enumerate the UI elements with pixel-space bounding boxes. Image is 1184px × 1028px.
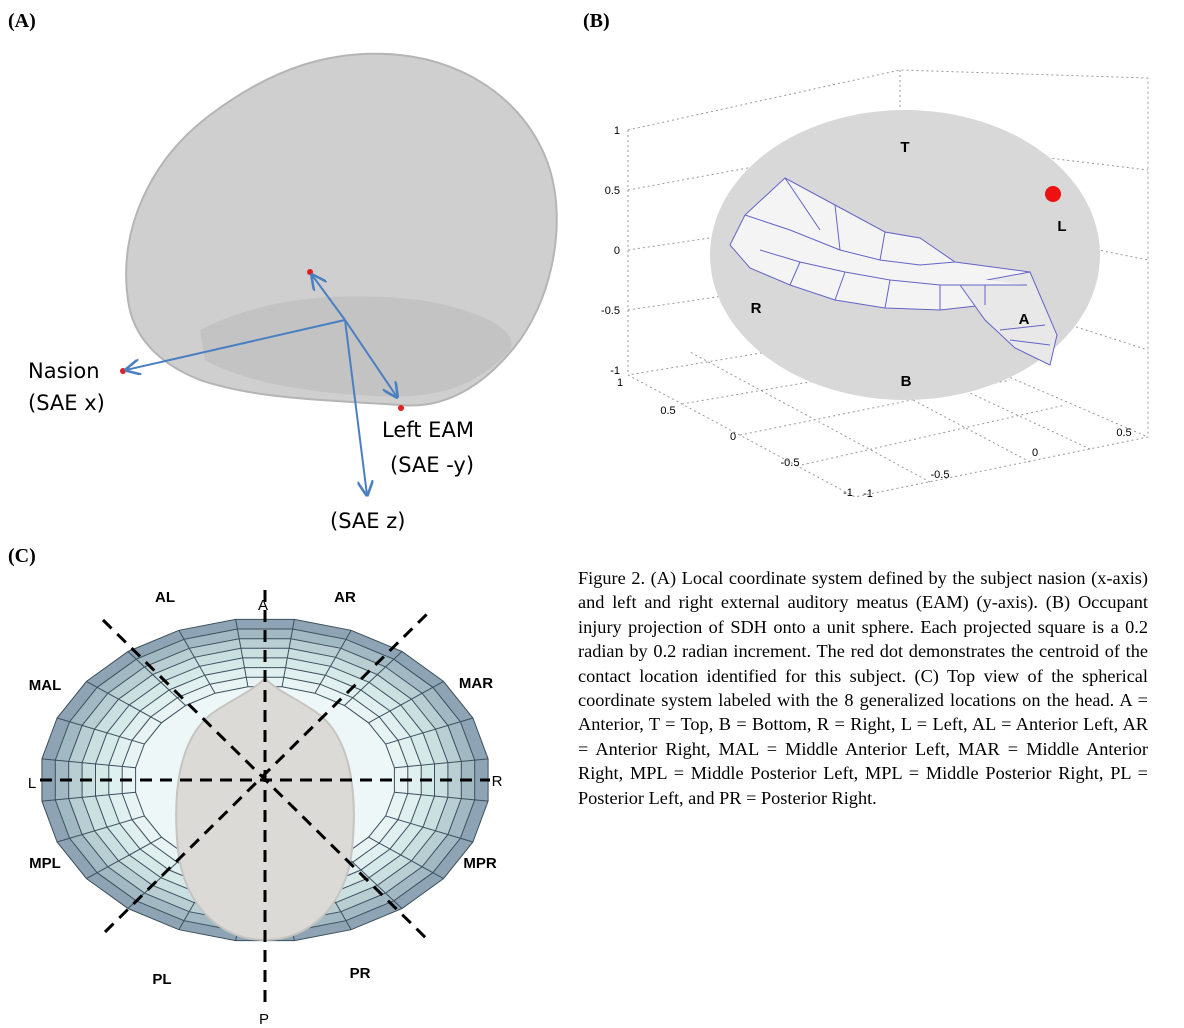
region-label: AL <box>155 589 175 606</box>
annotation: (SAE -y) <box>390 453 474 477</box>
axis-label: P <box>259 1011 269 1028</box>
region-label: L <box>1057 218 1066 235</box>
region-label: PL <box>152 971 171 988</box>
tick-label: -1 <box>610 365 620 377</box>
tick-label: 0 <box>1032 447 1038 459</box>
region-label: AR <box>334 589 356 606</box>
region-label: B <box>901 373 912 390</box>
figure: (A) (B) 10.50-0.5-110.50-0.5-1-1-0.500.5… <box>0 0 1184 1028</box>
page: {"panels": { "a": {"label": "(A)", "anno… <box>0 0 1184 1028</box>
region-label: A <box>1019 311 1030 328</box>
tick-label: -0.5 <box>601 305 620 317</box>
panel-label: (B) <box>583 10 610 32</box>
annotation: (SAE x) <box>28 391 105 415</box>
region-label: MPR <box>463 855 497 872</box>
region-label: T <box>900 139 909 156</box>
tick-label: -1 <box>843 487 853 499</box>
tick-label: 0 <box>730 431 736 443</box>
panel-label: (A) <box>8 10 36 32</box>
tick-label: 0.5 <box>660 405 675 417</box>
tick-label: -0.5 <box>931 469 950 481</box>
axis-label: A <box>258 597 268 614</box>
tick-label: 1 <box>617 377 623 389</box>
right-eam-point <box>307 269 313 275</box>
tick-label: 1 <box>614 125 620 137</box>
region-label: MPL <box>29 855 61 872</box>
tick-label: 0 <box>614 245 620 257</box>
region-label: MAR <box>459 675 493 692</box>
left-eam-point <box>398 405 404 411</box>
panel-label: (C) <box>8 545 36 567</box>
contact-centroid <box>1045 186 1061 202</box>
caption: Figure 2. (A) Local coordinate system de… <box>578 566 1148 810</box>
annotation: Nasion <box>28 359 100 383</box>
tick-label: -1 <box>863 488 873 500</box>
tick-label: -0.5 <box>781 457 800 469</box>
region-label: MAL <box>29 677 62 694</box>
region-label: PR <box>350 965 371 982</box>
region-label: R <box>751 300 762 317</box>
tick-label: 0.5 <box>605 185 620 197</box>
axis-label: L <box>28 775 36 792</box>
annotation: Left EAM <box>382 418 474 442</box>
tick-label: 0.5 <box>1116 427 1131 439</box>
nasion-point <box>120 368 126 374</box>
annotation: (SAE z) <box>330 509 405 533</box>
axis-label: R <box>492 773 503 790</box>
